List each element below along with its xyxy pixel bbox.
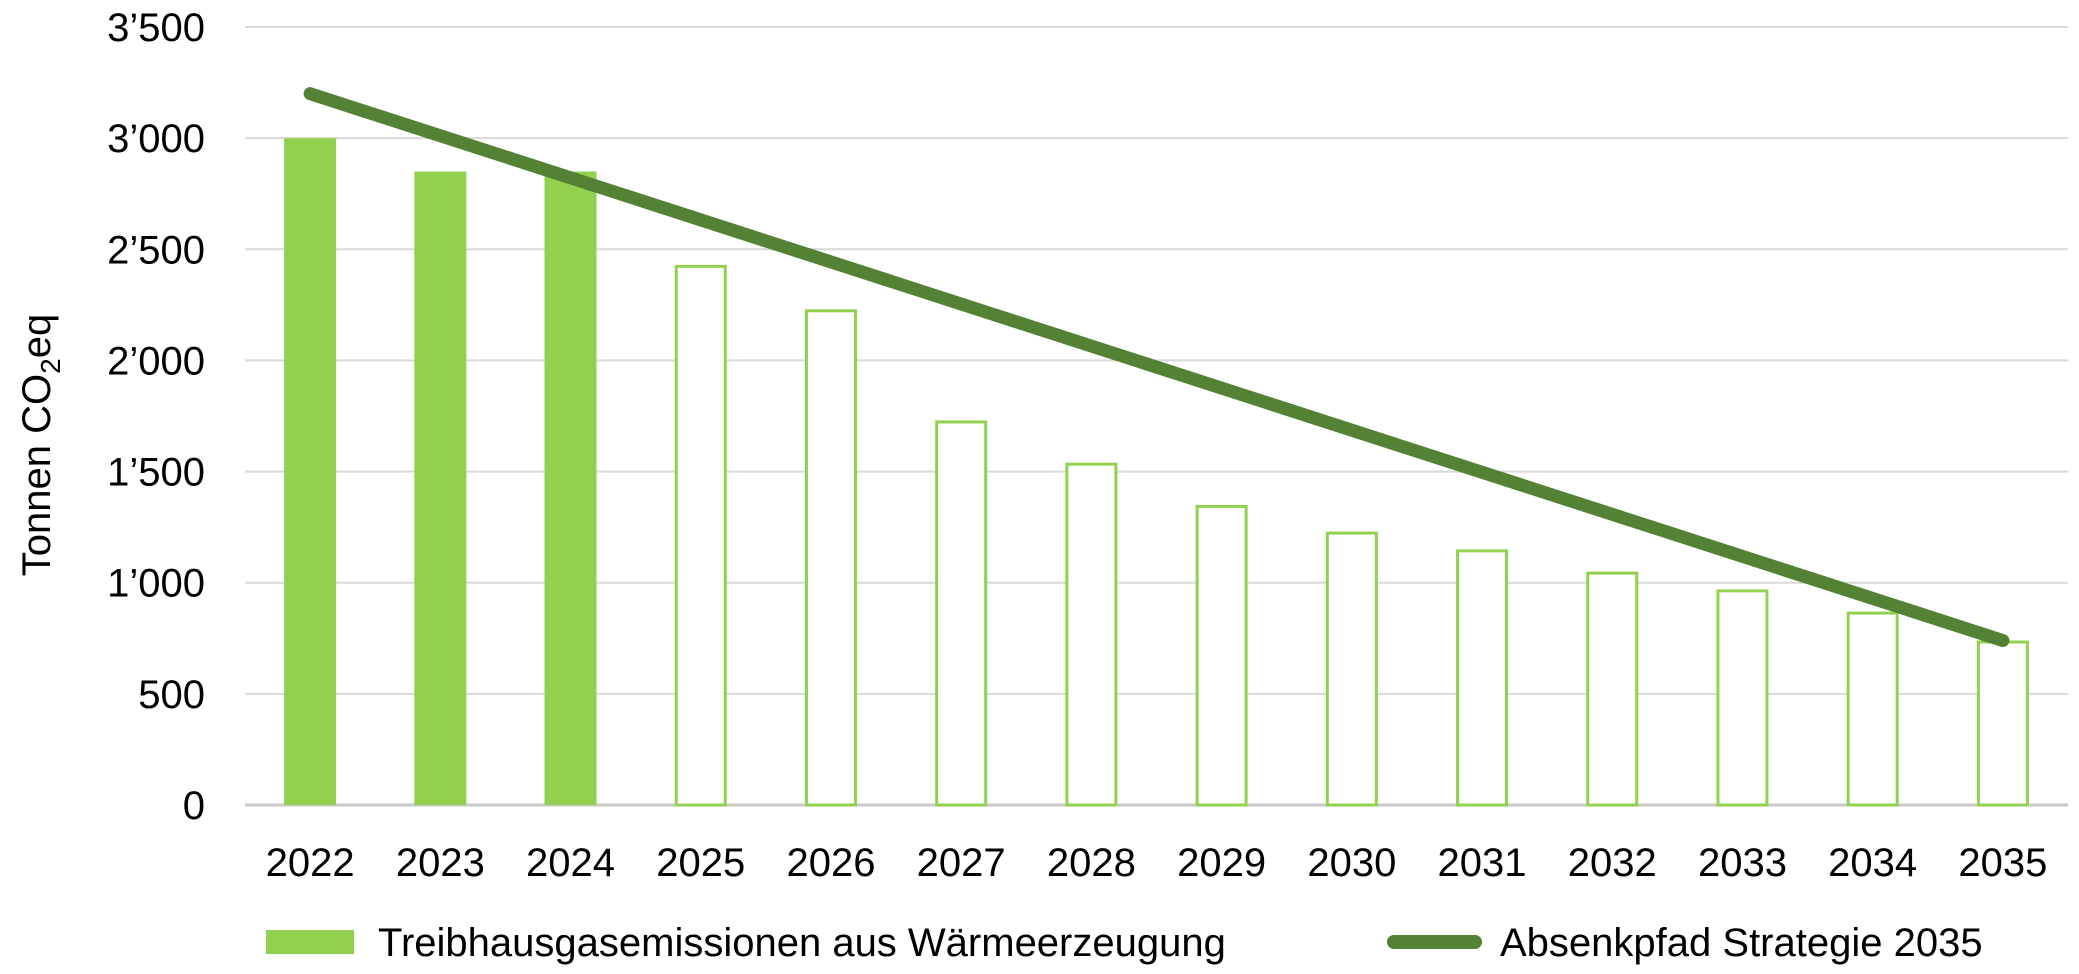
- bar: [1325, 531, 1378, 807]
- legend: Treibhausgasemissionen aus Wärmeerzeugun…: [266, 921, 1983, 965]
- x-tick-label: 2030: [1307, 841, 1396, 885]
- bar: [1065, 462, 1118, 807]
- bar: [1456, 549, 1509, 807]
- bar: [1195, 504, 1248, 807]
- x-tick-label: 2034: [1828, 841, 1917, 885]
- y-tick-label: 2’000: [107, 339, 205, 383]
- x-tick-label: 2032: [1568, 841, 1657, 885]
- x-tick-label: 2027: [917, 841, 1006, 885]
- y-tick-label: 2’500: [107, 228, 205, 272]
- bar: [1586, 571, 1639, 807]
- y-tick-label: 500: [138, 673, 205, 717]
- bar: [1976, 640, 2029, 807]
- y-axis-label: Tonnen CO2eq: [15, 314, 66, 576]
- x-tick-label: 2022: [266, 841, 355, 885]
- bar: [414, 171, 467, 805]
- y-tick-label: 3’000: [107, 117, 205, 161]
- y-tick-label: 1’000: [107, 562, 205, 606]
- y-axis-ticks: 0 500 1’000 1’500 2’000 2’500 3’000 3’500: [107, 6, 205, 828]
- y-tick-label: 0: [183, 784, 205, 828]
- x-axis-ticks: 2022 2023 2024 2025 2026 2027 2028 2029 2030 2031…: [266, 841, 2048, 885]
- x-tick-label: 2024: [526, 841, 615, 885]
- legend-label-bars: Treibhausgasemissionen aus Wärmeerzeugun…: [378, 921, 1226, 965]
- reduction-path-line: [303, 87, 2010, 648]
- reduction-path: [303, 87, 2010, 648]
- bar: [1846, 611, 1899, 807]
- x-tick-label: 2023: [396, 841, 485, 885]
- bar: [935, 420, 988, 807]
- x-tick-label: 2033: [1698, 841, 1787, 885]
- x-tick-label: 2025: [656, 841, 745, 885]
- y-tick-label: 3’500: [107, 6, 205, 50]
- legend-swatch-bars: [266, 930, 354, 954]
- x-tick-label: 2026: [786, 841, 875, 885]
- bar: [284, 138, 337, 806]
- bar: [804, 309, 857, 807]
- x-tick-label: 2031: [1438, 841, 1527, 885]
- bar: [674, 264, 727, 807]
- bar: [1716, 589, 1769, 807]
- x-tick-label: 2028: [1047, 841, 1136, 885]
- bar: [544, 171, 597, 805]
- x-tick-label: 2029: [1177, 841, 1266, 885]
- legend-label-line: Absenkpfad Strategie 2035: [1500, 921, 1983, 965]
- gridlines: [245, 26, 2068, 807]
- bars: [284, 138, 2029, 807]
- y-tick-label: 1’500: [107, 451, 205, 495]
- x-tick-label: 2035: [1958, 841, 2047, 885]
